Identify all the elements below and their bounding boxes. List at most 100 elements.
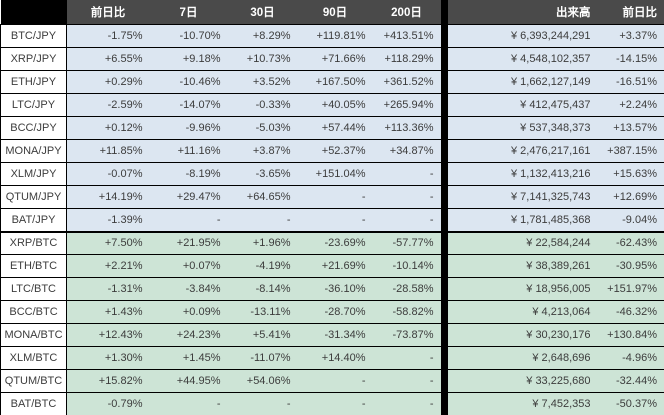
cell-90d: +21.69% bbox=[297, 254, 373, 278]
cell-90d: +151.04% bbox=[297, 162, 373, 186]
cell-volume: ¥ 4,213,064 bbox=[447, 300, 598, 324]
cell-volume-change: -4.96% bbox=[597, 346, 664, 370]
table-row: BCC/JPY +0.12% -9.96% -5.03% +57.44% +11… bbox=[0, 116, 664, 140]
cell-30d: -3.65% bbox=[227, 162, 298, 186]
cell-200d: -57.77% bbox=[372, 230, 441, 255]
cell-90d: +167.50% bbox=[297, 70, 373, 94]
cell-90d: - bbox=[297, 369, 373, 393]
cell-prev-day: +14.19% bbox=[66, 185, 150, 209]
pair-label: LTC/BTC bbox=[0, 277, 67, 301]
cell-90d: +119.81% bbox=[297, 24, 373, 48]
cell-volume-change: -50.37% bbox=[597, 392, 664, 415]
section-divider bbox=[440, 254, 448, 278]
cell-prev-day: +6.55% bbox=[66, 47, 150, 71]
cell-volume-change: -14.15% bbox=[597, 47, 664, 71]
table-row: ETH/JPY +0.29% -10.46% +3.52% +167.50% +… bbox=[0, 70, 664, 94]
cell-volume: ¥ 412,475,437 bbox=[447, 93, 598, 117]
cell-volume-change: +3.37% bbox=[597, 24, 664, 48]
cell-volume-change: -62.43% bbox=[597, 230, 664, 255]
table-row: MONA/BTC +12.43% +24.23% +5.41% -31.34% … bbox=[0, 323, 664, 347]
cell-7d: +24.23% bbox=[149, 323, 228, 347]
pair-label: BTC/JPY bbox=[0, 24, 67, 48]
pair-label: LTC/JPY bbox=[0, 93, 67, 117]
cell-volume: ¥ 1,132,413,216 bbox=[447, 162, 598, 186]
cell-7d: +0.09% bbox=[149, 300, 228, 324]
pair-label: XRP/BTC bbox=[0, 230, 67, 255]
cell-volume-change: +15.63% bbox=[597, 162, 664, 186]
section-divider bbox=[440, 346, 448, 370]
header-90d: 90日 bbox=[297, 0, 373, 25]
cell-7d: +29.47% bbox=[149, 185, 228, 209]
header-volume-prev-day: 前日比 bbox=[597, 0, 664, 25]
cell-volume-change: -32.44% bbox=[597, 369, 664, 393]
cell-volume: ¥ 18,956,005 bbox=[447, 277, 598, 301]
cell-7d: +11.16% bbox=[149, 139, 228, 163]
cell-volume: ¥ 7,141,325,743 bbox=[447, 185, 598, 209]
cell-90d: +14.40% bbox=[297, 346, 373, 370]
cell-7d: +1.45% bbox=[149, 346, 228, 370]
cell-volume-change: +2.24% bbox=[597, 93, 664, 117]
cell-volume: ¥ 33,225,680 bbox=[447, 369, 598, 393]
pair-label: BCC/BTC bbox=[0, 300, 67, 324]
section-divider bbox=[440, 162, 448, 186]
cell-7d: -10.46% bbox=[149, 70, 228, 94]
cell-7d: -10.70% bbox=[149, 24, 228, 48]
header-200d: 200日 bbox=[372, 0, 441, 25]
section-divider bbox=[440, 70, 448, 94]
cell-30d: +64.65% bbox=[227, 185, 298, 209]
cell-volume: ¥ 1,781,485,368 bbox=[447, 208, 598, 232]
cell-7d: - bbox=[149, 392, 228, 415]
cell-30d: +3.52% bbox=[227, 70, 298, 94]
cell-90d: - bbox=[297, 208, 373, 232]
header-prev-day: 前日比 bbox=[66, 0, 150, 25]
header-7d: 7日 bbox=[149, 0, 228, 25]
cell-7d: +44.95% bbox=[149, 369, 228, 393]
cell-volume: ¥ 537,348,373 bbox=[447, 116, 598, 140]
cell-prev-day: +15.82% bbox=[66, 369, 150, 393]
pair-label: XRP/JPY bbox=[0, 47, 67, 71]
section-divider bbox=[440, 277, 448, 301]
cell-prev-day: +1.30% bbox=[66, 346, 150, 370]
table-row: LTC/BTC -1.31% -3.84% -8.14% -36.10% -28… bbox=[0, 277, 664, 301]
table-row: XRP/JPY +6.55% +9.18% +10.73% +71.66% +1… bbox=[0, 47, 664, 71]
table-row: XLM/JPY -0.07% -8.19% -3.65% +151.04% - … bbox=[0, 162, 664, 186]
cell-7d: -9.96% bbox=[149, 116, 228, 140]
cell-volume-change: -16.51% bbox=[597, 70, 664, 94]
section-divider bbox=[440, 392, 448, 415]
section-divider bbox=[440, 93, 448, 117]
cell-prev-day: +7.50% bbox=[66, 230, 150, 255]
cell-90d: -36.10% bbox=[297, 277, 373, 301]
pair-label: BAT/JPY bbox=[0, 208, 67, 232]
table-row: XRP/BTC +7.50% +21.95% +1.96% -23.69% -5… bbox=[0, 230, 664, 255]
cell-90d: -23.69% bbox=[297, 230, 373, 255]
section-divider bbox=[440, 369, 448, 393]
cell-volume-change: -30.95% bbox=[597, 254, 664, 278]
section-divider bbox=[440, 230, 448, 255]
cell-200d: -10.14% bbox=[372, 254, 441, 278]
cell-7d: +9.18% bbox=[149, 47, 228, 71]
cell-200d: - bbox=[372, 346, 441, 370]
table-row: QTUM/BTC +15.82% +44.95% +54.06% - - ¥ 3… bbox=[0, 369, 664, 393]
cell-volume: ¥ 7,452,353 bbox=[447, 392, 598, 415]
section-divider bbox=[440, 208, 448, 232]
cell-volume-change: -9.04% bbox=[597, 208, 664, 232]
section-divider bbox=[440, 300, 448, 324]
cell-200d: +113.36% bbox=[372, 116, 441, 140]
cell-90d: -31.34% bbox=[297, 323, 373, 347]
cell-200d: -73.87% bbox=[372, 323, 441, 347]
cell-prev-day: +1.43% bbox=[66, 300, 150, 324]
cell-prev-day: -2.59% bbox=[66, 93, 150, 117]
pair-label: QTUM/JPY bbox=[0, 185, 67, 209]
cell-volume: ¥ 38,389,261 bbox=[447, 254, 598, 278]
table-row: LTC/JPY -2.59% -14.07% -0.33% +40.05% +2… bbox=[0, 93, 664, 117]
cell-volume-change: +387.15% bbox=[597, 139, 664, 163]
pair-label: QTUM/BTC bbox=[0, 369, 67, 393]
cell-30d: +54.06% bbox=[227, 369, 298, 393]
cell-30d: -0.33% bbox=[227, 93, 298, 117]
cell-volume-change: -46.32% bbox=[597, 300, 664, 324]
table-row: QTUM/JPY +14.19% +29.47% +64.65% - - ¥ 7… bbox=[0, 185, 664, 209]
cell-prev-day: -1.75% bbox=[66, 24, 150, 48]
cell-volume-change: +13.57% bbox=[597, 116, 664, 140]
table-row: XLM/BTC +1.30% +1.45% -11.07% +14.40% - … bbox=[0, 346, 664, 370]
cell-200d: +118.29% bbox=[372, 47, 441, 71]
